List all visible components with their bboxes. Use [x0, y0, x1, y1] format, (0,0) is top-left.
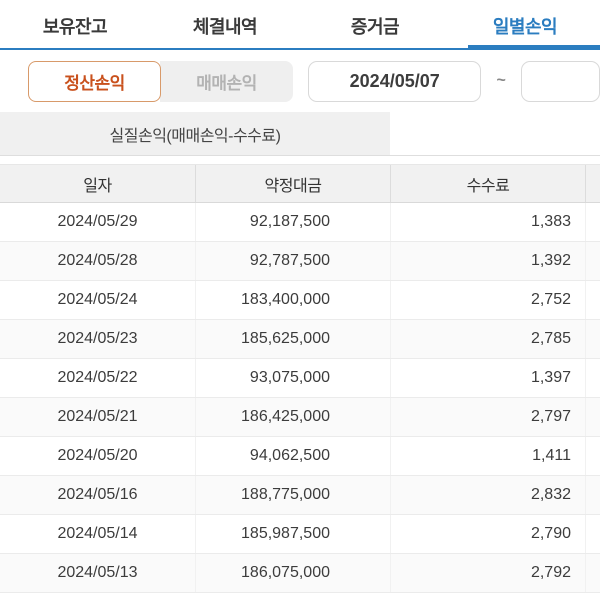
table-row[interactable]: 2024/05/20 94,062,500 1,411 — [0, 437, 600, 476]
table-row[interactable]: 2024/05/16 188,775,000 2,832 — [0, 476, 600, 515]
table-body: 2024/05/29 92,187,500 1,383 2024/05/28 92,78… — [0, 203, 600, 593]
cell-contract-amount: 93,075,000 — [195, 359, 390, 397]
table-row[interactable]: 2024/05/21 186,425,000 2,797 — [0, 398, 600, 437]
cell-contract-amount: 185,625,000 — [195, 320, 390, 358]
cell-contract-amount: 188,775,000 — [195, 476, 390, 514]
header-contract-amount: 약정대금 — [195, 165, 390, 202]
cell-fee: 2,785 — [390, 320, 585, 358]
tab-executions[interactable]: 체결내역 — [192, 17, 258, 37]
date-to-input[interactable] — [520, 60, 600, 102]
settlement-pnl-toggle[interactable]: 정산손익 — [28, 60, 161, 102]
filter-bar: 정산손익 매매손익 2024/05/07 ~ — [0, 50, 600, 112]
cell-fee: 2,752 — [390, 281, 585, 319]
cell-cutoff-column — [585, 281, 600, 319]
net-pnl-summary-row: 실질손익(매매손익-수수료) — [0, 112, 600, 156]
cell-cutoff-column — [585, 554, 600, 592]
pnl-mode-toggle-group: 정산손익 매매손익 — [28, 60, 293, 102]
cell-date: 2024/05/24 — [57, 291, 138, 308]
cell-contract-amount: 186,425,000 — [195, 398, 390, 436]
cell-contract-amount: 92,787,500 — [195, 242, 390, 280]
tab-margin[interactable]: 증거금 — [350, 17, 400, 37]
cell-cutoff-column — [585, 476, 600, 514]
cell-fee: 1,392 — [390, 242, 585, 280]
cell-fee: 2,832 — [390, 476, 585, 514]
cell-contract-amount: 185,987,500 — [195, 515, 390, 553]
tab-holdings[interactable]: 보유잔고 — [42, 17, 108, 37]
cell-cutoff-column — [585, 437, 600, 475]
table-row[interactable]: 2024/05/14 185,987,500 2,790 — [0, 515, 600, 554]
cell-date: 2024/05/21 — [57, 408, 138, 425]
net-pnl-formula-label: 실질손익(매매손익-수수료) — [0, 112, 390, 155]
active-tab-underline — [468, 45, 600, 50]
cell-date: 2024/05/13 — [57, 564, 138, 581]
daily-pnl-table: 일자 약정대금 수수료 2024/05/29 92,187,500 1,383 202… — [0, 164, 600, 593]
cell-date: 2024/05/16 — [57, 486, 138, 503]
tab-daily-pnl[interactable]: 일별손익 — [492, 17, 558, 37]
date-range-separator: ~ — [496, 72, 506, 89]
trading-pnl-toggle[interactable]: 매매손익 — [160, 60, 293, 102]
cell-contract-amount: 92,187,500 — [195, 203, 390, 241]
cell-date: 2024/05/20 — [57, 447, 138, 464]
cell-fee: 1,383 — [390, 203, 585, 241]
table-row[interactable]: 2024/05/23 185,625,000 2,785 — [0, 320, 600, 359]
table-header-row: 일자 약정대금 수수료 — [0, 164, 600, 203]
top-tab-bar: 보유잔고 체결내역 증거금 일별손익 — [0, 0, 600, 50]
cell-fee: 1,411 — [390, 437, 585, 475]
cell-contract-amount: 94,062,500 — [195, 437, 390, 475]
table-row[interactable]: 2024/05/22 93,075,000 1,397 — [0, 359, 600, 398]
cell-cutoff-column — [585, 320, 600, 358]
header-fee: 수수료 — [390, 165, 585, 202]
cell-cutoff-column — [585, 242, 600, 280]
cell-date: 2024/05/29 — [57, 213, 138, 230]
table-row[interactable]: 2024/05/24 183,400,000 2,752 — [0, 281, 600, 320]
cell-date: 2024/05/22 — [57, 369, 138, 386]
spacer — [0, 156, 600, 164]
net-pnl-value-cell — [390, 112, 600, 155]
cell-date: 2024/05/23 — [57, 330, 138, 347]
cell-cutoff-column — [585, 359, 600, 397]
table-row[interactable]: 2024/05/13 186,075,000 2,792 — [0, 554, 600, 593]
cell-fee: 2,797 — [390, 398, 585, 436]
cell-date: 2024/05/14 — [57, 525, 138, 542]
table-row[interactable]: 2024/05/28 92,787,500 1,392 — [0, 242, 600, 281]
cell-cutoff-column — [585, 515, 600, 553]
header-cutoff-column — [585, 165, 600, 202]
date-from-input[interactable]: 2024/05/07 — [308, 60, 482, 102]
cell-fee: 2,792 — [390, 554, 585, 592]
cell-contract-amount: 183,400,000 — [195, 281, 390, 319]
cell-date: 2024/05/28 — [57, 252, 138, 269]
table-row[interactable]: 2024/05/29 92,187,500 1,383 — [0, 203, 600, 242]
cell-fee: 2,790 — [390, 515, 585, 553]
cell-cutoff-column — [585, 203, 600, 241]
cell-contract-amount: 186,075,000 — [195, 554, 390, 592]
cell-cutoff-column — [585, 398, 600, 436]
header-date: 일자 — [83, 177, 112, 195]
cell-fee: 1,397 — [390, 359, 585, 397]
